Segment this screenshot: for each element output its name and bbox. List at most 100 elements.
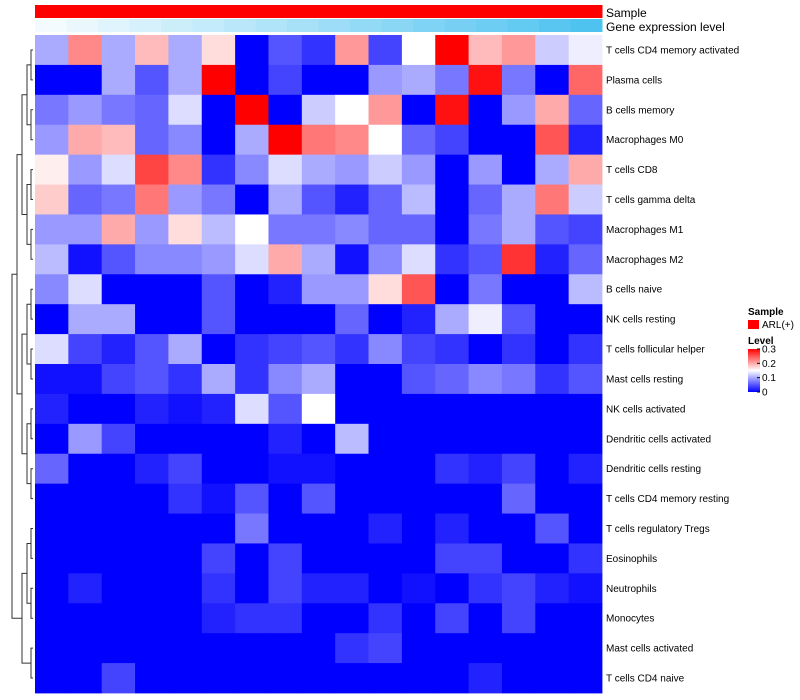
heatmap-cell [435,244,469,275]
heatmap-cell [235,364,269,395]
heatmap-cell [401,573,436,604]
sample-annotation-cell [381,5,414,18]
heatmap-cell [135,274,169,305]
sample-annotation-cell [444,5,477,18]
heatmap-cell [501,124,536,156]
legend-level-tick-label: 0.3 [762,345,776,356]
row-label: NK cells resting [606,315,675,326]
heatmap-cell [568,663,603,694]
annotation-tracks [35,5,603,32]
heatmap-cell [535,543,570,574]
heatmap-cell [335,543,369,574]
heatmap-cell [501,573,536,604]
heatmap-cell [335,94,369,126]
heatmap-cell [501,94,536,126]
heatmap-cell [301,274,336,305]
heatmap-cell [201,603,236,634]
heatmap-cell [135,633,169,664]
heatmap-cell [568,633,603,664]
heatmap-cell [135,393,169,425]
heatmap-cell [101,603,136,634]
heatmap-cell [368,35,403,66]
heatmap-cell [168,663,203,694]
heatmap-cell [201,214,236,245]
heatmap-cell [235,214,269,245]
heatmap-cell [568,453,603,485]
heatmap-cell [235,184,269,215]
sample-annotation-cell [192,5,225,18]
heatmap-cell [501,393,536,425]
heatmap-cell [368,423,403,455]
heatmap-cell [535,334,570,365]
heatmap-cell [568,364,603,395]
heatmap-cell [201,453,236,485]
heatmap-cell [135,573,169,604]
heatmap-cell [201,154,236,185]
heatmap-cell [435,154,469,185]
heatmap-cell [68,633,103,664]
heatmap-cell [468,603,503,634]
row-label: Dendritic cells resting [606,464,701,475]
heatmap-cell [435,393,469,425]
heatmap-cell [435,35,469,66]
heatmap-cell [101,513,136,544]
heatmap-cell [135,423,169,455]
heatmap-cell [368,304,403,335]
sample-annotation-cell [350,5,382,18]
heatmap-cell [68,184,103,215]
heatmap-cell [335,603,369,634]
heatmap-cell [101,393,136,425]
row-label: Dendritic cells activated [606,434,711,445]
heatmap-cell [335,573,369,604]
heatmap-cell [168,483,203,514]
heatmap-cell [535,94,570,126]
heatmap-cell [201,513,236,544]
heatmap-cell [468,453,503,485]
heatmap-cell [368,364,403,395]
heatmap-cell [301,304,336,335]
heatmap-cell [301,543,336,574]
heatmap-cell [35,274,69,305]
heatmap-cell [268,274,303,305]
heatmap-cell [501,334,536,365]
heatmap-cell [68,603,103,634]
heatmap-cell [535,663,570,694]
gene-expression-annotation-cell [444,19,477,32]
heatmap-cell [68,663,103,694]
gene-expression-annotation-cell [98,19,130,32]
heatmap-cell [468,64,503,96]
heatmap-cell [168,35,203,66]
heatmap-cell [501,35,536,66]
heatmap-cell [235,124,269,156]
heatmap-cell [501,154,536,185]
heatmap-cell [535,304,570,335]
heatmap-cell [101,453,136,485]
heatmap-cell [368,124,403,156]
heatmap-cell [435,513,469,544]
heatmap-cell [135,543,169,574]
heatmap-cell [335,393,369,425]
heatmap-cell [535,154,570,185]
heatmap-cell [401,244,436,275]
heatmap-cell [468,94,503,126]
heatmap-cell [101,64,136,96]
heatmap-cell [401,124,436,156]
heatmap-cell [568,214,603,245]
heatmap-cell [168,543,203,574]
heatmap-cell [468,364,503,395]
row-label: Macrophages M1 [606,225,684,236]
legend: Sample ARL(+) Level 0.3 0.2 0.1 0 [748,307,794,399]
heatmap-cell [468,573,503,604]
heatmap-cell [268,184,303,215]
heatmap-cell [168,64,203,96]
heatmap-cell [435,483,469,514]
heatmap-cell [535,603,570,634]
heatmap-cell [101,334,136,365]
heatmap-cell [301,214,336,245]
heatmap-cell [368,244,403,275]
heatmap-cell [535,244,570,275]
heatmap-cell [368,603,403,634]
heatmap-cell [35,35,69,66]
sample-annotation-cell [224,5,256,18]
heatmap-cell [168,214,203,245]
